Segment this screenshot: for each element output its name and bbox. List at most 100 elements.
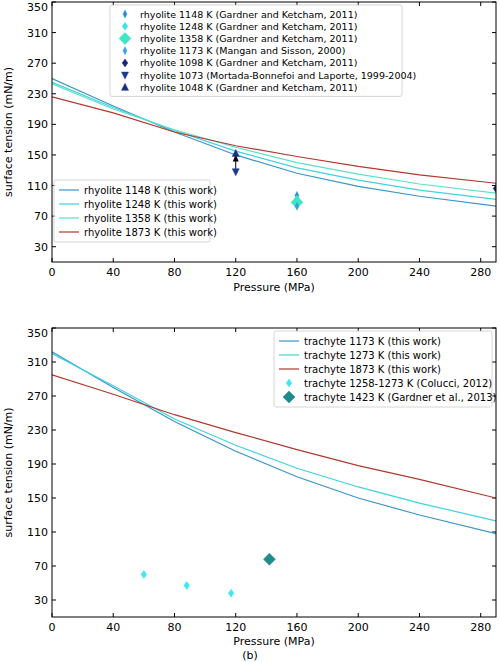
legend-marker [286, 379, 292, 387]
scatter-point [141, 571, 147, 579]
legend-label: trachyte 1173 K (this work) [304, 336, 441, 347]
x-tick [480, 613, 481, 617]
x-tick-top [419, 2, 420, 6]
scatter-point [184, 582, 190, 590]
x-tick-label: 0 [49, 621, 56, 634]
x-tick [174, 258, 175, 262]
legend-line [59, 217, 79, 218]
y-tick [52, 246, 56, 247]
y-tick-label: 70 [34, 560, 48, 573]
legend-label: rhyolite 1248 K (this work) [84, 199, 217, 210]
y-tick-label: 310 [27, 356, 48, 369]
x-tick [235, 613, 236, 617]
x-tick-top [480, 2, 481, 6]
y-tick-label: 270 [27, 57, 48, 70]
y-tick-label: 30 [34, 241, 48, 254]
y-tick-label: 350 [27, 1, 48, 14]
legend-line [279, 340, 299, 341]
y-tick-label: 230 [27, 424, 48, 437]
y-tick-right [492, 93, 496, 94]
x-tick-label: 120 [225, 266, 246, 279]
x-tick-label: 200 [348, 621, 369, 634]
y-tick-right [492, 246, 496, 247]
y-tick-label: 310 [27, 27, 48, 40]
x-axis-label: Pressure (MPa) [233, 281, 314, 294]
x-tick-top [113, 328, 114, 332]
legend-label: rhyolite 1358 K (this work) [84, 213, 217, 224]
legend-label: trachyte 1423 K (Gardner et al., 2013) [304, 392, 497, 403]
x-tick [113, 258, 114, 262]
x-tick [113, 613, 114, 617]
x-tick-label: 40 [106, 621, 120, 634]
x-tick-label: 240 [409, 621, 430, 634]
y-tick-right [492, 600, 496, 601]
y-tick-right [492, 362, 496, 363]
y-tick-label: 270 [27, 390, 48, 403]
legend-label: rhyolite 1873 K (this work) [84, 227, 217, 238]
plot-frame [52, 2, 496, 262]
y-tick-right [492, 566, 496, 567]
x-tick-label: 0 [49, 266, 56, 279]
scatter-point [232, 149, 239, 156]
y-tick-right [492, 216, 496, 217]
y-tick [52, 396, 56, 397]
y-tick-label: 110 [27, 526, 48, 539]
x-tick-label: 40 [106, 266, 120, 279]
y-tick-label: 190 [27, 118, 48, 131]
legend-label: rhyolite 1073 (Mortada-Bonnefoi and Lapo… [140, 70, 416, 81]
y-tick-right [492, 464, 496, 465]
legend-line [279, 368, 299, 369]
scatter-point [295, 202, 299, 210]
line-series [52, 78, 496, 206]
y-tick-label: 110 [27, 180, 48, 193]
legend-marker [123, 10, 127, 18]
y-tick-right [492, 124, 496, 125]
panel-0: 0408012016020024028030701101501902302703… [2, 1, 499, 294]
y-tick-label: 30 [34, 594, 48, 607]
x-tick-label: 280 [470, 621, 491, 634]
y-tick [52, 93, 56, 94]
y-tick-label: 350 [27, 327, 48, 340]
y-tick [52, 566, 56, 567]
y-tick [52, 362, 56, 363]
legend-label: rhyolite 1148 K (Gardner and Ketcham, 20… [140, 9, 357, 20]
x-tick-label: 80 [167, 621, 181, 634]
y-tick [52, 498, 56, 499]
y-tick-label: 190 [27, 458, 48, 471]
caption: (b) [242, 649, 258, 662]
legend-label: rhyolite 1048 K (Gardner and Ketcham, 20… [140, 82, 357, 93]
legend-line [279, 354, 299, 355]
x-tick [296, 258, 297, 262]
y-tick-label: 150 [27, 492, 48, 505]
scatter-point [232, 169, 239, 176]
legend: trachyte 1173 K (this work) trachyte 1273… [274, 331, 497, 407]
x-tick [235, 258, 236, 262]
y-axis-label: surface tension (mN/m) [2, 407, 15, 537]
x-tick-label: 240 [409, 266, 430, 279]
panel-1: 0408012016020024028030701101501902302703… [2, 327, 497, 648]
legend-marker [283, 391, 295, 403]
y-tick-right [492, 63, 496, 64]
y-tick-label: 230 [27, 88, 48, 101]
x-tick [296, 613, 297, 617]
x-axis-label: Pressure (MPa) [233, 635, 314, 648]
legend-line [59, 203, 79, 204]
y-tick [52, 32, 56, 33]
legend-label: trachyte 1873 K (this work) [304, 364, 441, 375]
legend-label: trachyte 1258-1273 K (Colucci, 2012) [304, 378, 492, 389]
legend-label: trachyte 1273 K (this work) [304, 350, 441, 361]
legend-marker [123, 47, 127, 55]
y-tick [52, 464, 56, 465]
y-tick-label: 150 [27, 149, 48, 162]
legend: rhyolite 1148 K (Gardner and Ketcham, 20… [110, 5, 416, 96]
scatter-point [228, 589, 234, 597]
x-tick-top [174, 328, 175, 332]
legend-marker [122, 22, 128, 30]
x-tick-label: 200 [348, 266, 369, 279]
legend-label: rhyolite 1148 K (this work) [84, 185, 217, 196]
x-tick-label: 80 [167, 266, 181, 279]
plot-frame [52, 328, 496, 617]
y-tick-right [492, 154, 496, 155]
x-tick-label: 160 [286, 621, 307, 634]
legend-label: rhyolite 1248 K (Gardner and Ketcham, 20… [140, 21, 357, 32]
